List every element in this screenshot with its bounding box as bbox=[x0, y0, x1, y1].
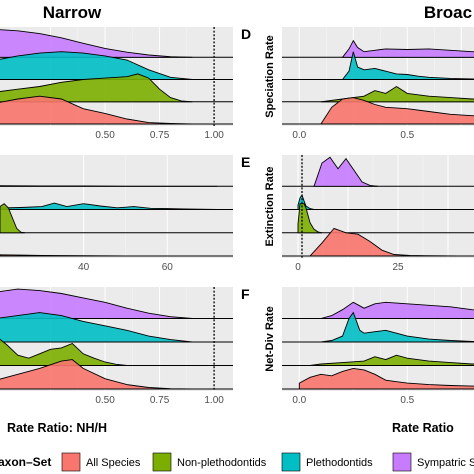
panel-broad-netdiv: 0.0 0.5 F Net-Div Rate bbox=[241, 286, 474, 406]
right-x-axis-label: Rate Ratio bbox=[392, 421, 454, 435]
ridge-non-plethodontids bbox=[320, 85, 474, 103]
ridge-all-species bbox=[320, 97, 474, 125]
ridge-non-plethodontids bbox=[0, 338, 127, 366]
x-tick-label: 0.5 bbox=[400, 130, 414, 141]
legend-title: axon–Set bbox=[0, 455, 51, 469]
x-tick-label: 0.50 bbox=[95, 130, 115, 141]
ridge-plethodontids bbox=[0, 202, 218, 210]
y-axis-label: Extinction Rate bbox=[264, 166, 276, 246]
legend-swatch-sympatric bbox=[392, 452, 412, 472]
left-x-axis-label: Rate Ratio: NH/H bbox=[7, 421, 107, 435]
ridge-non-plethodontids bbox=[0, 203, 26, 234]
ridge-all-species bbox=[298, 367, 474, 390]
legend-swatch-non-plethodontids bbox=[152, 452, 172, 472]
panel-letter: D bbox=[241, 26, 251, 42]
x-tick-label: 0.75 bbox=[150, 395, 170, 406]
x-tick-label: 0.0 bbox=[292, 395, 306, 406]
ridge-plethodontids bbox=[0, 51, 193, 80]
x-tick-label: 0.50 bbox=[95, 395, 115, 406]
panel-narrow-extinction: 40 60 bbox=[0, 155, 233, 273]
x-tick-label: 40 bbox=[78, 262, 90, 273]
legend-swatch-all-species bbox=[61, 452, 81, 472]
ridge-sympatric bbox=[0, 185, 218, 187]
ridge-all-species bbox=[0, 254, 218, 257]
legend-label-plethodontids: Plethodontids bbox=[306, 457, 373, 469]
ridge-sympatric bbox=[341, 39, 474, 58]
ridge-all-species bbox=[0, 359, 193, 390]
panel-narrow-speciation: 0.50 0.75 1.00 bbox=[0, 27, 233, 141]
ridge-all-species bbox=[308, 227, 474, 257]
ridge-non-plethodontids bbox=[310, 354, 474, 366]
right-column-title: Broac bbox=[424, 3, 472, 22]
x-tick-label: 1.00 bbox=[204, 130, 224, 141]
ridge-non-plethodontids bbox=[0, 73, 193, 103]
panel-broad-extinction: 0 25 E Extinction Rate bbox=[241, 154, 474, 273]
x-tick-label: 0.0 bbox=[292, 130, 306, 141]
panel-broad-speciation: 0.0 0.5 D Speciation Rate bbox=[241, 26, 474, 141]
y-axis-label: Speciation Rate bbox=[264, 35, 276, 118]
x-tick-label: 0.75 bbox=[150, 130, 170, 141]
legend-label-non-plethodontids: Non-plethodontids bbox=[177, 457, 267, 469]
ridge-plethodontids bbox=[0, 312, 193, 343]
ridge-sympatric bbox=[0, 288, 193, 319]
x-tick-label: 0 bbox=[295, 262, 301, 273]
x-tick-label: 1.00 bbox=[204, 395, 224, 406]
panel-letter: F bbox=[241, 286, 250, 302]
y-axis-label: Net-Div Rate bbox=[264, 306, 276, 371]
legend-label-sympatric: Sympatric S bbox=[417, 457, 474, 469]
panel-background bbox=[282, 155, 474, 258]
panel-letter: E bbox=[241, 154, 250, 170]
ridge-sympatric bbox=[313, 156, 379, 187]
left-column-title: Narrow bbox=[43, 3, 102, 22]
x-tick-label: 25 bbox=[392, 262, 404, 273]
legend: axon–Set All Species Non-plethodontids P… bbox=[0, 452, 474, 472]
panel-narrow-netdiv: 0.50 0.75 1.00 bbox=[0, 287, 233, 406]
ridge-sympatric bbox=[320, 301, 474, 319]
legend-swatch-plethodontids bbox=[281, 452, 301, 472]
ridge-non-plethodontids bbox=[297, 203, 323, 234]
x-tick-label: 0.5 bbox=[400, 395, 414, 406]
ridge-plethodontids bbox=[341, 51, 474, 80]
ridge-all-species bbox=[0, 95, 204, 125]
x-tick-label: 60 bbox=[162, 262, 174, 273]
ridge-plethodontids bbox=[320, 311, 474, 343]
legend-label-all-species: All Species bbox=[86, 457, 141, 469]
ridge-sympatric bbox=[0, 29, 193, 58]
